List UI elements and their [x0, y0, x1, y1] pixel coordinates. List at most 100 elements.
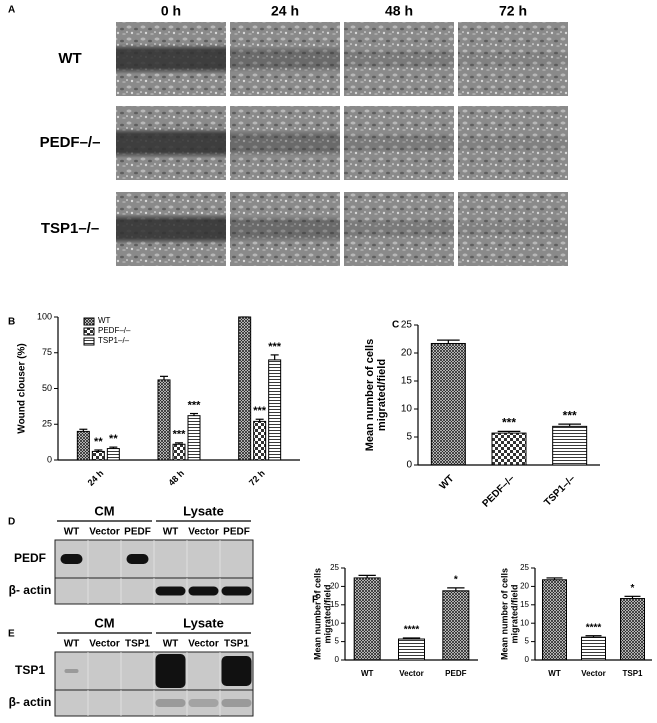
legend-swatch: [83, 317, 95, 326]
column-label: 48 h: [385, 3, 413, 19]
y-tick-label: 0: [335, 655, 340, 664]
blot-band: [221, 656, 252, 686]
bar: [106, 448, 120, 461]
legend-swatch: [83, 337, 95, 346]
wound-gap: [116, 128, 226, 158]
lane-label: PEDF: [124, 527, 151, 538]
row-label: WT: [58, 50, 81, 67]
y-tick-label: 50: [42, 383, 52, 393]
lane-label: WT: [163, 639, 179, 650]
lane-label: Vector: [89, 639, 120, 650]
y-tick-label: 20: [330, 582, 339, 591]
bar: [430, 342, 466, 466]
y-axis-label: migrated/field: [322, 584, 332, 643]
x-tick-label: WT: [361, 669, 374, 678]
x-tick-label: 48 h: [166, 468, 186, 488]
x-tick-label: 72 h: [247, 468, 267, 488]
significance: ***: [563, 408, 577, 422]
bar: [353, 577, 381, 661]
lane-label: WT: [163, 527, 179, 538]
group-label: Lysate: [183, 503, 224, 518]
y-tick-label: 10: [520, 618, 529, 627]
y-tick-label: 10: [330, 618, 339, 627]
blot-band: [155, 699, 186, 707]
group-label: CM: [94, 503, 114, 518]
significance: ***: [253, 405, 267, 417]
row-label: β- actin: [9, 695, 52, 709]
wound-gap: [458, 51, 568, 67]
significance: ***: [268, 341, 282, 353]
blot-band: [126, 554, 149, 564]
wound-gap: [344, 219, 454, 239]
lane-label: Vector: [188, 639, 219, 650]
significance: **: [109, 433, 118, 445]
bar: [398, 638, 425, 661]
significance: ***: [188, 399, 202, 411]
significance: *: [454, 575, 458, 586]
lane-label: WT: [64, 527, 80, 538]
wound-gap: [230, 46, 340, 72]
y-tick-label: 0: [47, 454, 52, 464]
y-tick-label: 20: [401, 348, 413, 359]
x-tick-label: PEDF–/–: [481, 473, 518, 510]
blot-band: [155, 654, 186, 688]
wound-gap: [116, 214, 226, 244]
bar: [620, 598, 645, 661]
y-tick-label: 15: [520, 600, 529, 609]
group-label: CM: [94, 615, 114, 630]
bar: [581, 636, 606, 661]
lane-label: TSP1: [125, 639, 150, 650]
blot-band: [188, 699, 219, 707]
lane-label: TSP1: [224, 639, 249, 650]
lane-label: Vector: [89, 527, 120, 538]
x-tick-label: 24 h: [86, 468, 106, 488]
column-label: 72 h: [499, 3, 527, 19]
y-axis-label: migrated/field: [376, 359, 388, 431]
panel-label: E: [8, 629, 15, 640]
x-tick-label: Vector: [581, 669, 605, 678]
bar: [552, 425, 588, 466]
bar: [268, 359, 282, 461]
row-label: PEDF–/–: [40, 134, 101, 151]
row-label: TSP1: [15, 663, 45, 677]
blot-band: [64, 669, 79, 673]
wound-gap: [230, 130, 340, 156]
wound-gap: [230, 216, 340, 242]
x-tick-label: WT: [548, 669, 561, 678]
y-tick-label: 100: [37, 311, 52, 321]
significance: **: [94, 436, 103, 448]
wound-gap: [458, 135, 568, 151]
y-tick-label: 15: [401, 376, 413, 387]
legend-label: WT: [98, 316, 111, 325]
bar: [172, 443, 186, 461]
y-tick-label: 0: [525, 655, 530, 664]
y-tick-label: 5: [335, 637, 340, 646]
y-tick-label: 25: [330, 563, 339, 572]
legend-label: PEDF–/–: [98, 326, 131, 335]
lane-label: Vector: [188, 527, 219, 538]
group-label: Lysate: [183, 615, 224, 630]
panel-label: B: [8, 317, 15, 328]
significance: *: [631, 583, 635, 594]
y-tick-label: 25: [520, 563, 529, 572]
blot-band: [221, 699, 252, 707]
panel-label: A: [8, 5, 15, 16]
y-axis-label: Mean number of cells: [499, 568, 509, 660]
column-label: 24 h: [271, 3, 299, 19]
panel-label: C: [392, 320, 399, 331]
column-label: 0 h: [161, 3, 181, 19]
wound-gap: [344, 133, 454, 153]
y-tick-label: 75: [42, 347, 52, 357]
bar: [91, 450, 105, 461]
significance: ***: [502, 416, 516, 430]
panel-label: F: [312, 595, 318, 606]
x-tick-label: PEDF: [445, 669, 466, 678]
y-tick-label: 10: [401, 404, 413, 415]
bar: [157, 379, 171, 461]
y-axis-label: Mean number of cells: [364, 339, 376, 451]
x-tick-label: Vector: [399, 669, 423, 678]
y-tick-label: 25: [42, 419, 52, 429]
wound-gap: [116, 44, 226, 74]
significance: ***: [173, 429, 187, 441]
